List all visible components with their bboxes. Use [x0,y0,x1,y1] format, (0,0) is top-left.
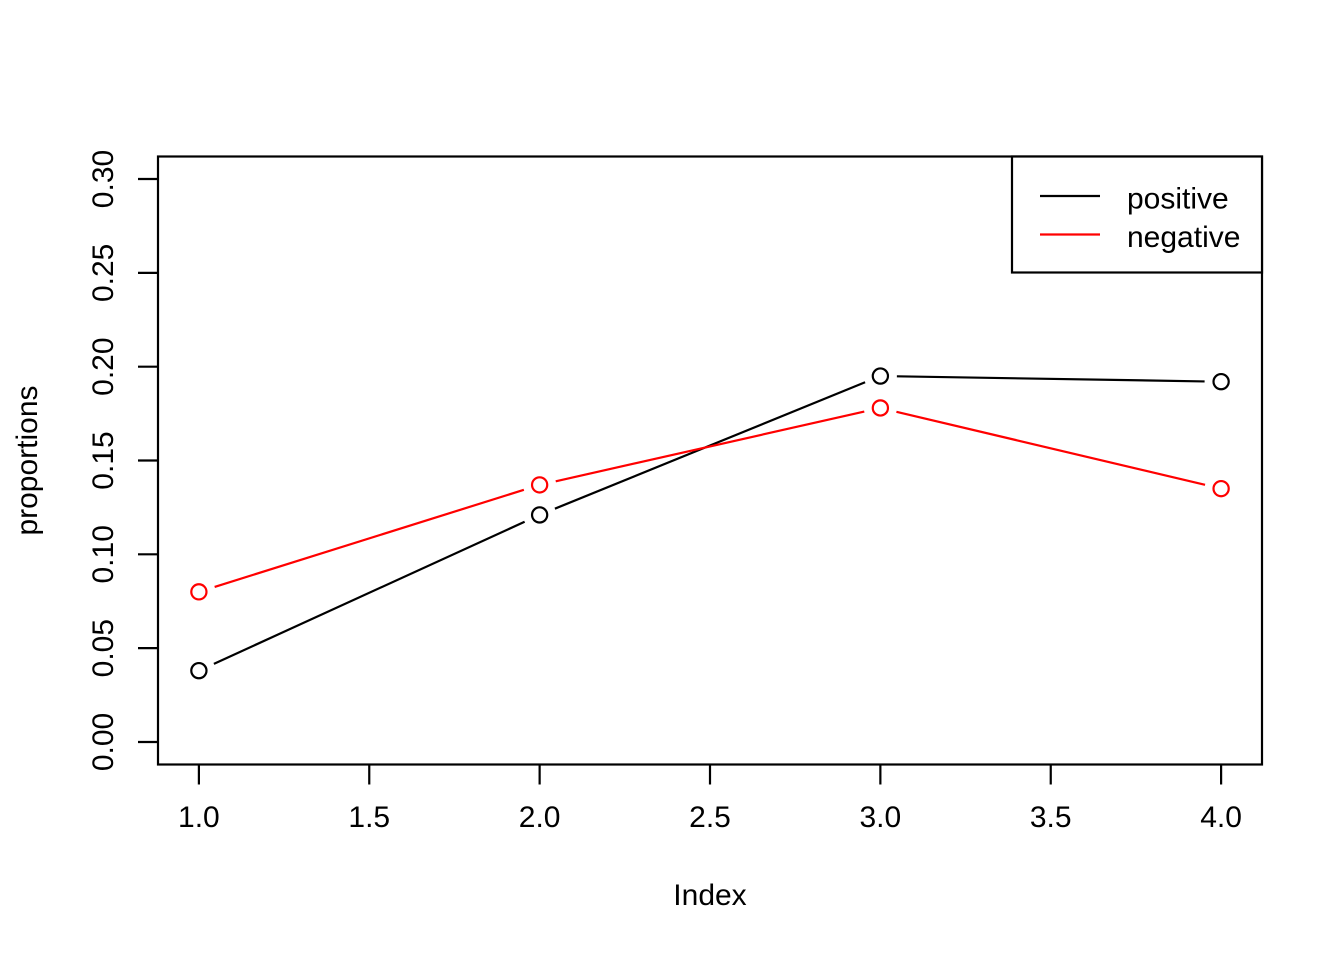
series-line-positive [896,375,1205,383]
y-tick-label: 0.00 [87,713,120,771]
y-tick-label: 0.20 [87,337,120,395]
x-tick-label: 1.0 [178,801,220,834]
data-point-positive [190,661,208,680]
data-point-positive [530,506,549,524]
x-tick-label: 4.0 [1200,801,1242,834]
x-tick-label: 3.0 [860,801,902,834]
y-tick-label: 0.10 [87,525,120,583]
x-tick-label: 3.5 [1030,801,1072,834]
data-point-positive [1212,372,1230,391]
y-tick-label: 0.25 [87,244,120,302]
legend-label-positive: positive [1127,183,1229,216]
data-point-negative [190,583,208,601]
x-tick-label: 2.0 [519,801,561,834]
y-tick-label: 0.05 [87,619,120,677]
series-line-negative [896,410,1206,486]
y-tick-label: 0.30 [87,150,120,208]
data-point-positive [871,367,890,385]
series-line-positive [213,520,526,665]
x-tick-label: 2.5 [689,801,731,834]
data-point-negative [871,399,890,417]
series-line-negative [214,488,525,588]
x-axis-title: Index [673,879,746,912]
series-line-negative [555,410,865,483]
legend: positive negative [1010,155,1264,274]
y-tick-label: 0.15 [87,431,120,489]
plot-area: 1.0 1.5 2.0 2.5 3.0 3.5 4.0 0.00 0.05 0.10 0.15 0.2… [87,150,1242,834]
x-tick-label: 1.5 [348,801,390,834]
data-point-negative [1212,479,1230,498]
legend-label-negative: negative [1127,221,1240,254]
legend-box [1010,155,1264,274]
y-axis-title: proportions [11,385,44,535]
data-point-negative [530,476,549,494]
